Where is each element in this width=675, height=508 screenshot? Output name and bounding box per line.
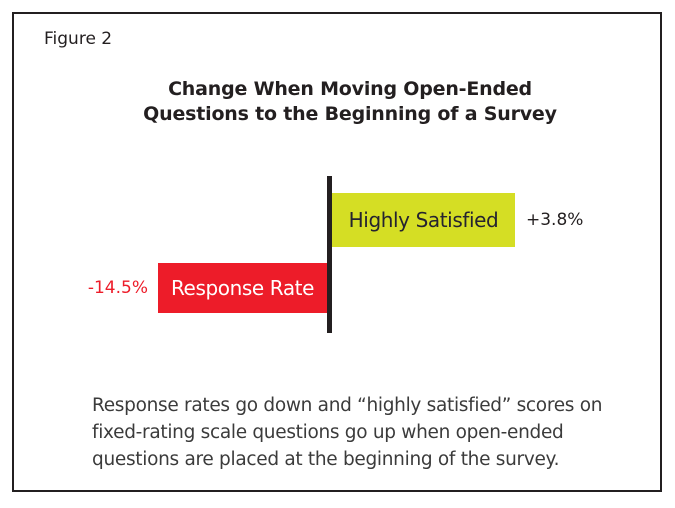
figure-caption-line3: questions are placed at the beginning of…	[92, 449, 560, 470]
value-label-response-rate: -14.5%	[87, 278, 148, 298]
figure-caption-line1: Response rates go down and “highly satis…	[92, 395, 603, 416]
figure-caption: Response rates go down and “highly satis…	[92, 392, 632, 473]
chart-title-line2: Questions to the Beginning of a Survey	[143, 103, 557, 125]
figure-border	[12, 12, 662, 492]
bar-highly-satisfied: Highly Satisfied	[332, 193, 515, 247]
bar-response-rate-label: Response Rate	[170, 276, 315, 300]
value-label-highly-satisfied: +3.8%	[526, 210, 584, 230]
figure-caption-line2: fixed-rating scale questions go up when …	[92, 422, 564, 443]
bar-highly-satisfied-label: Highly Satisfied	[348, 208, 499, 232]
chart-title: Change When Moving Open-Ended Questions …	[25, 77, 675, 127]
chart-title-line1: Change When Moving Open-Ended	[168, 78, 532, 100]
bar-response-rate: Response Rate	[158, 263, 327, 313]
figure-label: Figure 2	[44, 29, 113, 49]
zero-baseline-axis	[327, 176, 332, 333]
